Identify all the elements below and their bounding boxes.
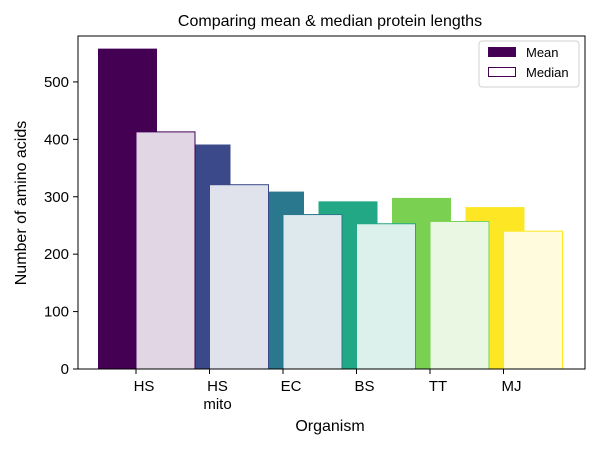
median-bar — [135, 131, 196, 370]
y-axis-title: Number of amino acids — [13, 121, 30, 286]
median-bar — [503, 230, 563, 370]
x-tick-label: MJ — [502, 378, 522, 395]
legend-swatch-median — [488, 67, 516, 77]
x-tick-label: EC — [281, 378, 302, 395]
y-tick-label: 100 — [44, 304, 69, 321]
legend-label-mean: Mean — [526, 45, 559, 60]
x-tick-label: HS mito — [203, 378, 231, 413]
y-tick-label: 500 — [44, 74, 69, 91]
y-tick-label: 0 — [61, 361, 69, 378]
plot-frame — [77, 35, 586, 370]
median-bar — [282, 214, 343, 370]
y-tick-label: 400 — [44, 131, 69, 148]
legend-swatch-mean — [488, 47, 516, 57]
x-tick-label: HS — [134, 378, 155, 395]
x-tick-label: BS — [354, 378, 374, 395]
y-tick-label: 200 — [44, 246, 69, 263]
median-bar — [209, 184, 269, 370]
legend-label-median: Median — [526, 65, 569, 80]
x-axis-title: Organism — [295, 418, 364, 435]
x-tick-label: TT — [429, 378, 447, 395]
y-tick-label: 300 — [44, 189, 69, 206]
chart-title: Comparing mean & median protein lengths — [178, 13, 482, 30]
median-bar — [429, 220, 490, 370]
median-bar — [356, 223, 416, 370]
legend: Mean Median — [478, 40, 580, 88]
